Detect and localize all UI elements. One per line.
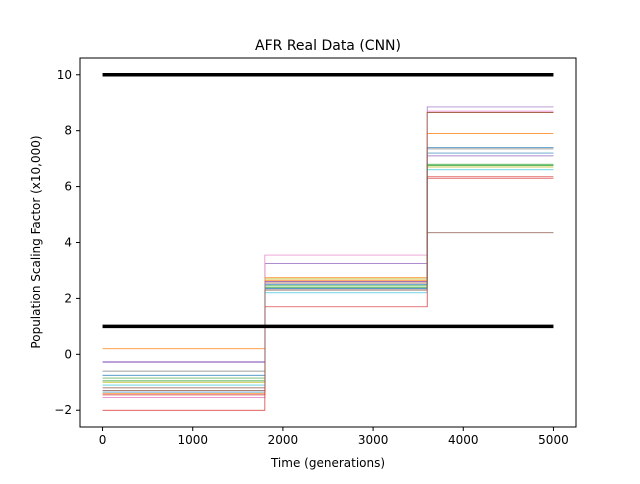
- x-tick-label-3000: 3000: [358, 433, 389, 447]
- chart-title: AFR Real Data (CNN): [255, 38, 401, 54]
- series-line-2: [102, 133, 554, 350]
- y-tick-label-6: 6: [64, 180, 72, 194]
- series-line-9: [102, 166, 554, 383]
- x-tick-label-5000: 5000: [538, 433, 569, 447]
- series-line-3: [102, 165, 554, 379]
- x-tick-label-0: 0: [99, 433, 107, 447]
- plot-layer: [102, 73, 554, 411]
- y-tick-label-4: 4: [64, 236, 72, 250]
- y-axis-label: Population Scaling Factor (x10,000): [29, 135, 43, 348]
- series-line-8: [102, 148, 554, 372]
- series-line-14: [102, 177, 554, 411]
- y-tick-label-8: 8: [64, 124, 72, 138]
- axis-layer: 0 1000 2000 3000 4000 5000 −2 0 2 4 6 8 10: [54, 68, 568, 447]
- y-tick-label-0: 0: [64, 347, 72, 361]
- series-line-15: [102, 155, 554, 364]
- series-line-13: [102, 163, 554, 382]
- x-axis-label: Time (generations): [270, 456, 385, 470]
- series-line-7: [102, 110, 554, 398]
- series-line-10: [102, 169, 554, 386]
- y-tick-label-10: 10: [57, 68, 72, 82]
- x-tick-label-2000: 2000: [268, 433, 299, 447]
- series-line-11: [102, 147, 554, 393]
- series-line-1: [102, 152, 554, 376]
- x-tick-label-4000: 4000: [448, 433, 479, 447]
- series-line-6: [102, 232, 554, 392]
- series-line-12: [102, 112, 554, 394]
- y-tick-label--2: −2: [54, 403, 72, 417]
- x-tick-label-1000: 1000: [177, 433, 208, 447]
- y-tick-label-2: 2: [64, 291, 72, 305]
- series-line-16: [102, 112, 554, 389]
- plot-frame: [79, 57, 577, 428]
- series-line-5: [102, 106, 554, 362]
